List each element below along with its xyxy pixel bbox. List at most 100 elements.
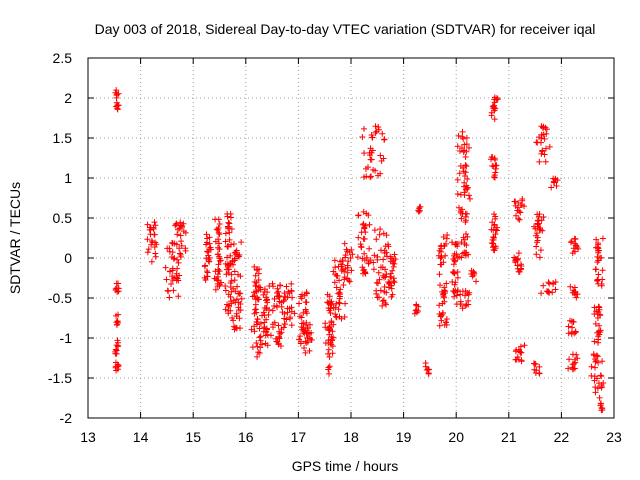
data-point [144, 249, 151, 256]
data-point [513, 212, 520, 219]
data-point [391, 251, 398, 258]
data-point [382, 266, 389, 273]
data-point [289, 294, 296, 301]
data-point [182, 247, 189, 254]
point-cluster [588, 351, 607, 401]
data-point [204, 269, 211, 276]
point-cluster [530, 360, 543, 377]
point-cluster [322, 291, 337, 377]
data-point [254, 316, 261, 323]
data-point [454, 190, 461, 197]
data-point [255, 283, 262, 290]
data-point [148, 258, 155, 265]
data-point [258, 341, 265, 348]
data-point [362, 229, 369, 236]
data-point [473, 278, 480, 285]
data-point [169, 267, 176, 274]
data-point [265, 311, 272, 318]
data-point [355, 212, 362, 219]
data-point [231, 277, 238, 284]
data-point [553, 183, 560, 190]
data-point [267, 332, 274, 339]
data-point [454, 274, 461, 281]
data-point [599, 267, 606, 274]
data-point [513, 356, 520, 363]
data-point [459, 288, 466, 295]
data-point [591, 338, 598, 345]
data-point [489, 154, 496, 161]
data-point [152, 222, 159, 229]
data-point [571, 248, 578, 255]
data-point [593, 266, 600, 273]
data-point [215, 277, 222, 284]
data-point [439, 310, 446, 317]
data-point [588, 363, 595, 370]
data-point [355, 234, 362, 241]
data-point [172, 221, 179, 228]
data-point [390, 275, 397, 282]
data-point [362, 269, 369, 276]
data-point [275, 293, 282, 300]
data-point [271, 296, 278, 303]
data-point [414, 308, 421, 315]
data-point [598, 373, 605, 380]
data-point [207, 244, 214, 251]
data-point [569, 351, 576, 358]
data-point [304, 330, 311, 337]
data-point [371, 252, 378, 259]
data-point [327, 309, 334, 316]
data-point [383, 271, 390, 278]
grid [88, 58, 614, 418]
data-point [252, 272, 259, 279]
data-point [380, 230, 387, 237]
data-point [518, 265, 525, 272]
data-point [453, 292, 460, 299]
data-point [206, 240, 213, 247]
data-point [169, 249, 176, 256]
data-point [215, 266, 222, 273]
data-point [252, 283, 259, 290]
data-point [425, 366, 432, 373]
data-point [534, 221, 541, 228]
data-point [264, 331, 271, 338]
data-point [175, 277, 182, 284]
data-point [202, 276, 209, 283]
data-point [252, 296, 259, 303]
data-point [333, 314, 340, 321]
tick-labels: 13 14 15 16 17 18 19 20 21 22 23 2.5 2 1.5 1 0.5 0 -0.5 -1… [48, 50, 622, 445]
data-point [443, 316, 450, 323]
point-cluster [591, 303, 604, 346]
data-point [417, 203, 424, 210]
data-point [454, 240, 461, 247]
data-point [251, 289, 258, 296]
data-point [368, 173, 375, 180]
data-point [460, 168, 467, 175]
data-point [381, 283, 388, 290]
data-point [450, 261, 457, 268]
data-point [231, 268, 238, 275]
data-point [598, 280, 605, 287]
data-point [465, 144, 472, 151]
data-point [206, 254, 213, 261]
data-point [491, 221, 498, 228]
data-point [540, 282, 547, 289]
data-point [176, 245, 183, 252]
data-point [516, 268, 523, 275]
data-point [494, 224, 501, 231]
data-point [233, 251, 240, 258]
x-tick-label: 23 [606, 429, 622, 445]
data-point [224, 243, 231, 250]
data-point [597, 400, 604, 407]
data-point [519, 197, 526, 204]
data-point [177, 251, 184, 258]
data-point [375, 269, 382, 276]
data-point [225, 303, 232, 310]
data-point [539, 227, 546, 234]
data-point [517, 202, 524, 209]
data-point [235, 304, 242, 311]
data-point [340, 281, 347, 288]
data-point [451, 250, 458, 257]
data-point [595, 240, 602, 247]
point-cluster [354, 208, 374, 277]
data-point [458, 145, 465, 152]
